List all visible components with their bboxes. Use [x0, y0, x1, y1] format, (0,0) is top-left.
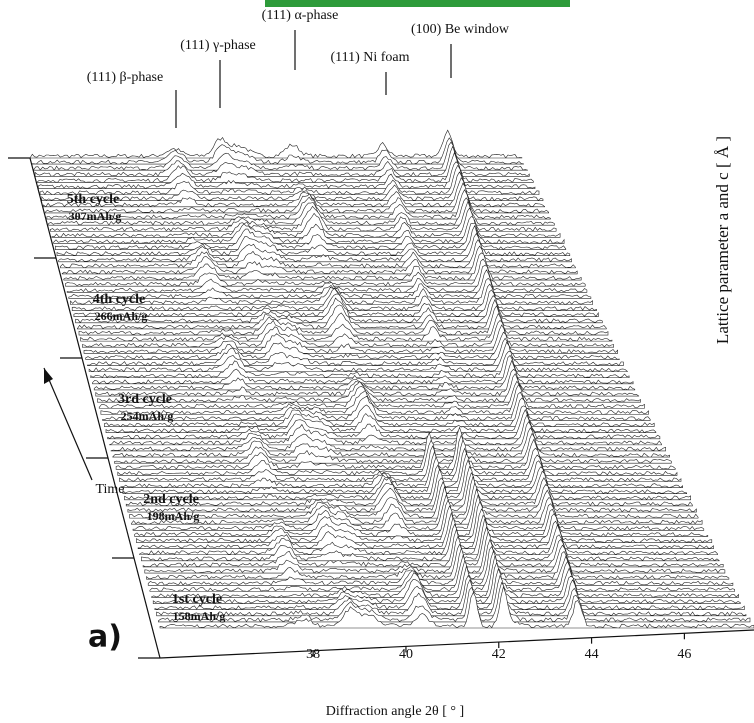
cycle-label: 3rd cycle: [118, 392, 172, 407]
peak-label: (111) Ni foam: [330, 50, 409, 65]
cycle-capacity: 266mAh/g: [95, 309, 148, 323]
peak-label: (100) Be window: [411, 22, 510, 37]
time-arrow: [43, 367, 93, 481]
trace: [149, 550, 735, 592]
trace: [124, 459, 691, 501]
trace: [36, 151, 534, 183]
time-label: Time: [95, 482, 124, 497]
trace: [55, 223, 567, 250]
trace: [100, 383, 649, 415]
trace: [131, 482, 703, 525]
trace: [90, 351, 630, 379]
trace: [129, 475, 699, 519]
trace: [41, 171, 544, 202]
peak-label: (111) α-phase: [262, 8, 339, 23]
trace: [93, 359, 636, 391]
trace: [136, 501, 713, 543]
x-tick-label: 46: [677, 647, 691, 662]
trace: [146, 538, 730, 580]
trace: [102, 391, 651, 421]
trace: [125, 465, 693, 507]
trace: [46, 189, 551, 220]
trace: [78, 305, 609, 336]
trace: [105, 405, 657, 434]
trace: [88, 341, 628, 373]
cycle-label: 2nd cycle: [143, 492, 199, 507]
axes: 38 40 42 44 46 1st cycle 158mAh/g 2nd cycle 198m…: [8, 8, 754, 662]
peak-label: (111) γ-phase: [180, 38, 256, 53]
cycle-capacity: 254mAh/g: [121, 409, 174, 423]
x-tick-label: 40: [399, 647, 413, 662]
trace: [87, 337, 624, 366]
trace: [151, 555, 739, 598]
panel-label: a): [88, 620, 122, 655]
trace: [92, 354, 634, 385]
trace: [29, 129, 523, 159]
time-arrowhead: [44, 368, 53, 384]
cycle-capacity: 198mAh/g: [147, 509, 200, 523]
trace: [139, 514, 718, 556]
trace: [53, 216, 565, 244]
cycle-capacity: 158mAh/g: [173, 609, 226, 623]
trace: [159, 585, 754, 629]
trace: [58, 232, 572, 263]
trace: [154, 568, 745, 611]
trace: [127, 471, 697, 513]
trace: [156, 574, 747, 617]
trace: [152, 561, 741, 604]
trace: [33, 141, 528, 171]
trace: [39, 164, 540, 196]
trace: [51, 207, 561, 238]
trace: [56, 225, 571, 256]
cycle-label: 1st cycle: [172, 592, 222, 607]
x-axis: [159, 629, 754, 659]
top-bar: [265, 0, 570, 7]
trace: [31, 137, 524, 165]
trace: [83, 324, 618, 354]
traces: [29, 129, 754, 629]
trace: [104, 397, 655, 428]
x-tick-label: 44: [585, 647, 599, 662]
x-tick-label: 38: [306, 647, 320, 662]
trace: [61, 245, 578, 275]
trace: [60, 239, 576, 269]
trace: [38, 161, 536, 189]
side-axis-label: Lattice parameter a and c [ Å ]: [713, 136, 732, 344]
trace: [134, 493, 709, 537]
trace: [82, 319, 614, 348]
cycle-label: 4th cycle: [93, 292, 145, 307]
x-axis-label: Diffraction angle 2θ [ ° ]: [326, 704, 464, 719]
time-axis: [29, 157, 161, 659]
trace: [85, 331, 620, 360]
trace: [158, 581, 751, 623]
trace: [50, 200, 557, 232]
trace: [63, 252, 582, 281]
trace: [34, 145, 530, 177]
peak-label: (111) β-phase: [87, 70, 163, 85]
cycle-label: 5th cycle: [67, 192, 119, 207]
trace: [141, 518, 720, 562]
x-tick-label: 42: [492, 647, 506, 662]
trace: [132, 487, 705, 531]
trace: [144, 530, 726, 574]
cycle-capacity: 307mAh/g: [69, 209, 122, 223]
trace: [147, 545, 734, 586]
trace: [142, 526, 724, 568]
trace: [48, 197, 555, 226]
